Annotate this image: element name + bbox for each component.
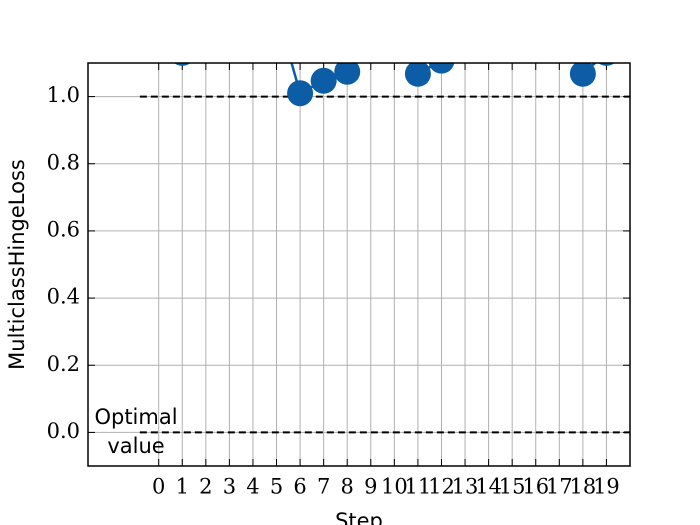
data-point — [569, 63, 596, 87]
data-point — [358, 16, 384, 42]
x-tick-label: 18 — [570, 475, 597, 499]
x-axis-label: Step — [335, 509, 383, 525]
data-point — [381, 16, 407, 42]
x-tick-label: 11 — [405, 475, 432, 499]
x-tick-label: 19 — [593, 475, 620, 499]
y-tick-label: 0.4 — [47, 285, 80, 309]
y-tick-label: 1.0 — [47, 83, 80, 107]
data-point — [452, 16, 478, 42]
x-tick-label: 10 — [381, 475, 408, 499]
y-tick-label: 0.0 — [47, 419, 80, 443]
data-point — [310, 67, 337, 94]
y-axis-label: MulticlassHingeLoss — [5, 159, 29, 370]
data-point — [428, 63, 455, 74]
x-tick-label: 6 — [293, 475, 306, 499]
data-point — [476, 16, 502, 42]
x-tick-label: 12 — [428, 475, 455, 499]
x-tick-label: 0 — [152, 475, 165, 499]
x-tick-label: 2 — [199, 475, 212, 499]
x-tick-label: 5 — [270, 475, 283, 499]
x-tick-label: 14 — [475, 475, 502, 499]
y-tick-label: 0.6 — [47, 217, 80, 241]
series-line — [290, 63, 597, 96]
data-point — [404, 63, 431, 87]
data-point — [334, 63, 361, 85]
annotation: Optimal — [94, 405, 177, 429]
y-tick-label: 0.2 — [47, 352, 80, 376]
data-point — [264, 0, 290, 22]
x-tick-label: 13 — [452, 475, 479, 499]
plot-frame — [87, 62, 631, 467]
x-tick-label: 8 — [341, 475, 354, 499]
plot-area — [146, 0, 615, 107]
data-point — [193, 0, 219, 9]
x-tick-label: 16 — [522, 475, 549, 499]
data-point — [174, 63, 191, 66]
data-point — [598, 63, 615, 66]
x-tick-label: 3 — [223, 475, 236, 499]
x-tick-label: 7 — [317, 475, 330, 499]
data-point — [146, 0, 172, 26]
data-point — [240, 0, 266, 9]
data-point — [287, 80, 314, 107]
x-tick-label: 1 — [176, 475, 189, 499]
x-tick-label: 4 — [246, 475, 259, 499]
y-tick-label: 0.8 — [47, 150, 80, 174]
x-tick-label: 17 — [546, 475, 573, 499]
x-tick-label: 9 — [364, 475, 377, 499]
annotation: value — [107, 434, 164, 458]
data-point — [499, 16, 525, 42]
data-point — [546, 16, 572, 42]
data-point — [523, 16, 549, 42]
x-tick-label: 15 — [499, 475, 526, 499]
